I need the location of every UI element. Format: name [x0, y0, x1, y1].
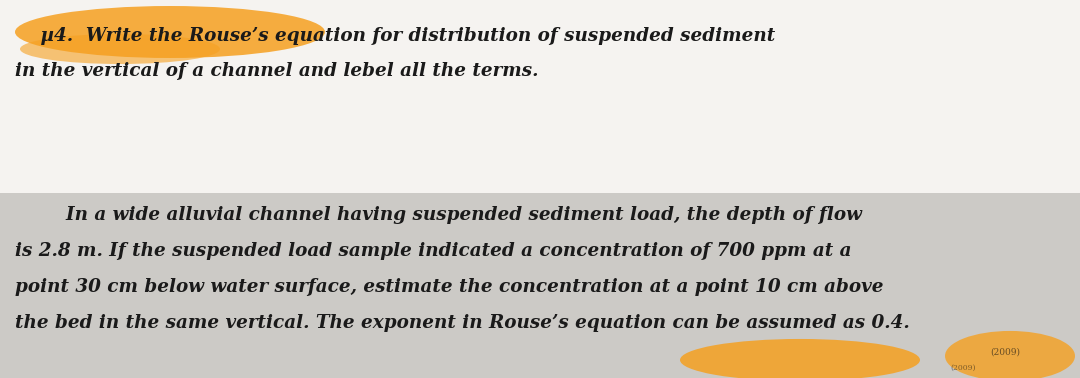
Ellipse shape [680, 339, 920, 378]
Ellipse shape [945, 331, 1075, 378]
Ellipse shape [15, 6, 325, 58]
Text: (2009): (2009) [950, 364, 975, 372]
Ellipse shape [21, 34, 220, 64]
Text: In a wide alluvial channel having suspended sediment load, the depth of flow: In a wide alluvial channel having suspen… [15, 206, 862, 224]
Text: the bed in the same vertical. The exponent in Rouse’s equation can be assumed as: the bed in the same vertical. The expone… [15, 314, 909, 332]
Text: point 30 cm below water surface, estimate the concentration at a point 10 cm abo: point 30 cm below water surface, estimat… [15, 278, 883, 296]
Text: in the vertical of a channel and lebel all the terms.: in the vertical of a channel and lebel a… [15, 62, 539, 80]
Text: (2009): (2009) [990, 348, 1020, 357]
Text: is 2.8 m. If the suspended load sample indicated a concentration of 700 ppm at a: is 2.8 m. If the suspended load sample i… [15, 242, 851, 260]
FancyBboxPatch shape [0, 193, 1080, 378]
Text: µ4.  Write the Rouse’s equation for distribution of suspended sediment: µ4. Write the Rouse’s equation for distr… [15, 27, 775, 45]
FancyBboxPatch shape [0, 0, 1080, 189]
